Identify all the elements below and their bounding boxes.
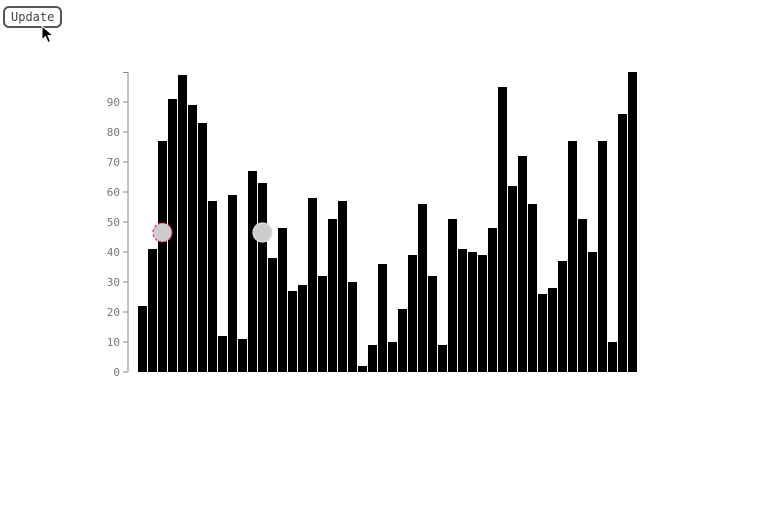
bar xyxy=(168,99,177,372)
bar xyxy=(158,141,167,372)
bar xyxy=(228,195,237,372)
bar xyxy=(218,336,227,372)
bar xyxy=(388,342,397,372)
bar xyxy=(278,228,287,372)
bar xyxy=(568,141,577,372)
bar xyxy=(408,255,417,372)
bar xyxy=(608,342,617,372)
bar xyxy=(478,255,487,372)
bar xyxy=(328,219,337,372)
bar xyxy=(498,87,507,372)
bar xyxy=(318,276,327,372)
bar xyxy=(588,252,597,372)
bar xyxy=(438,345,447,372)
y-tick-label: 10 xyxy=(107,336,120,349)
markers-group xyxy=(152,222,273,243)
bar xyxy=(628,72,637,372)
bar xyxy=(598,141,607,372)
bar xyxy=(368,345,377,372)
bar xyxy=(398,309,407,372)
marker-circle[interactable] xyxy=(252,222,273,243)
bar xyxy=(238,339,247,372)
bar xyxy=(428,276,437,372)
bar xyxy=(198,123,207,372)
bar xyxy=(448,219,457,372)
bar xyxy=(138,306,147,372)
bar xyxy=(358,366,367,372)
bar xyxy=(518,156,527,372)
bar xyxy=(488,228,497,372)
bar xyxy=(618,114,627,372)
mouse-cursor-icon xyxy=(41,25,55,44)
bar xyxy=(468,252,477,372)
y-tick-label: 50 xyxy=(107,216,120,229)
bars-group xyxy=(138,72,637,372)
bar xyxy=(378,264,387,372)
bar xyxy=(268,258,277,372)
bar xyxy=(528,204,537,372)
bar xyxy=(578,219,587,372)
y-tick-label: 90 xyxy=(107,96,120,109)
bar xyxy=(248,171,257,372)
bar xyxy=(148,249,157,372)
bar xyxy=(348,282,357,372)
marker-circle-dashed[interactable] xyxy=(152,222,173,243)
bar xyxy=(338,201,347,372)
y-axis: 0 10 20 30 40 50 60 70 80 90 xyxy=(107,72,129,379)
bar xyxy=(188,105,197,372)
bar xyxy=(508,186,517,372)
update-button[interactable]: Update xyxy=(3,6,63,28)
y-tick-label: 0 xyxy=(113,366,120,379)
bar xyxy=(298,285,307,372)
bar xyxy=(258,183,267,372)
y-tick-label: 60 xyxy=(107,186,120,199)
bar xyxy=(418,204,427,372)
y-tick-label: 40 xyxy=(107,246,120,259)
y-tick-label: 20 xyxy=(107,306,120,319)
bar xyxy=(548,288,557,372)
bar xyxy=(458,249,467,372)
y-tick-label: 70 xyxy=(107,156,120,169)
bar xyxy=(288,291,297,372)
y-tick-label: 80 xyxy=(107,126,120,139)
bar xyxy=(178,75,187,372)
y-tick-label: 30 xyxy=(107,276,120,289)
bar xyxy=(558,261,567,372)
bar xyxy=(308,198,317,372)
bar xyxy=(208,201,217,372)
bar xyxy=(538,294,547,372)
